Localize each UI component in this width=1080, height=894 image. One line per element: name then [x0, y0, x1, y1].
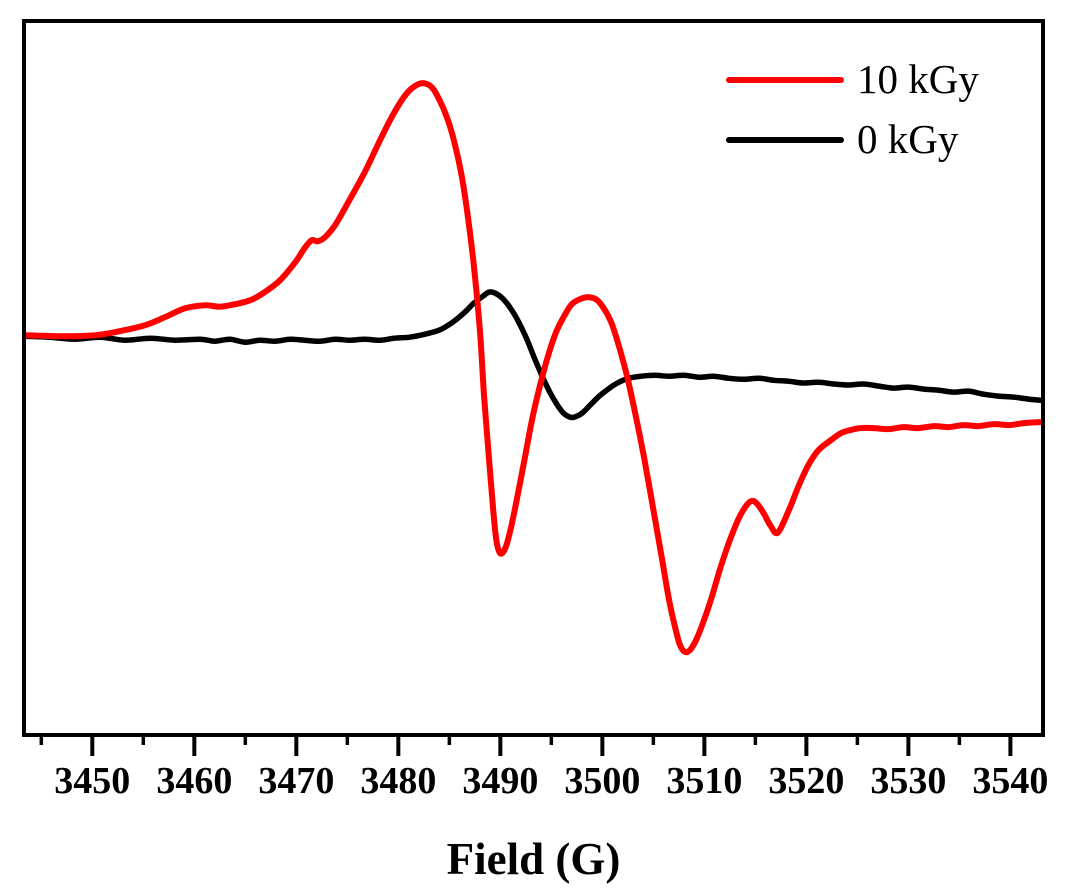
- series-line-0-kgy: [23, 289, 1043, 421]
- x-axis-tick-label: 3500: [564, 760, 640, 802]
- legend-label-0kgy: 0 kGy: [857, 116, 959, 162]
- legend-item-10kgy: 10 kGy: [726, 57, 979, 102]
- x-axis-title: Field (G): [446, 834, 621, 884]
- x-axis-tick-label: 3520: [768, 760, 844, 802]
- x-axis-tick-label: 3450: [54, 760, 130, 802]
- legend-item-0kgy: 0 kGy: [726, 117, 979, 162]
- x-axis-tick-label: 3460: [156, 760, 232, 802]
- x-axis-tick-label: 3510: [666, 760, 742, 802]
- x-axis-tick-label: 3470: [258, 760, 334, 802]
- x-axis-tick-label: 3530: [870, 760, 946, 802]
- plot-frame: [22, 19, 1045, 737]
- x-axis-tick-label: 3480: [360, 760, 436, 802]
- legend-label-10kgy: 10 kGy: [857, 56, 979, 102]
- x-axis-ticks: 3450 3460 3470 3480 3490 3500 3510 3520 3530 3540: [39, 733, 1048, 802]
- x-axis-tick-label: 3540: [972, 760, 1048, 802]
- legend-line-sample-black-icon: [726, 136, 844, 143]
- x-axis-tick-label: 3490: [462, 760, 538, 802]
- series-line-10-kgy: [23, 80, 1043, 656]
- legend-line-sample-red-icon: [726, 76, 844, 83]
- legend: 10 kGy 0 kGy: [726, 57, 979, 162]
